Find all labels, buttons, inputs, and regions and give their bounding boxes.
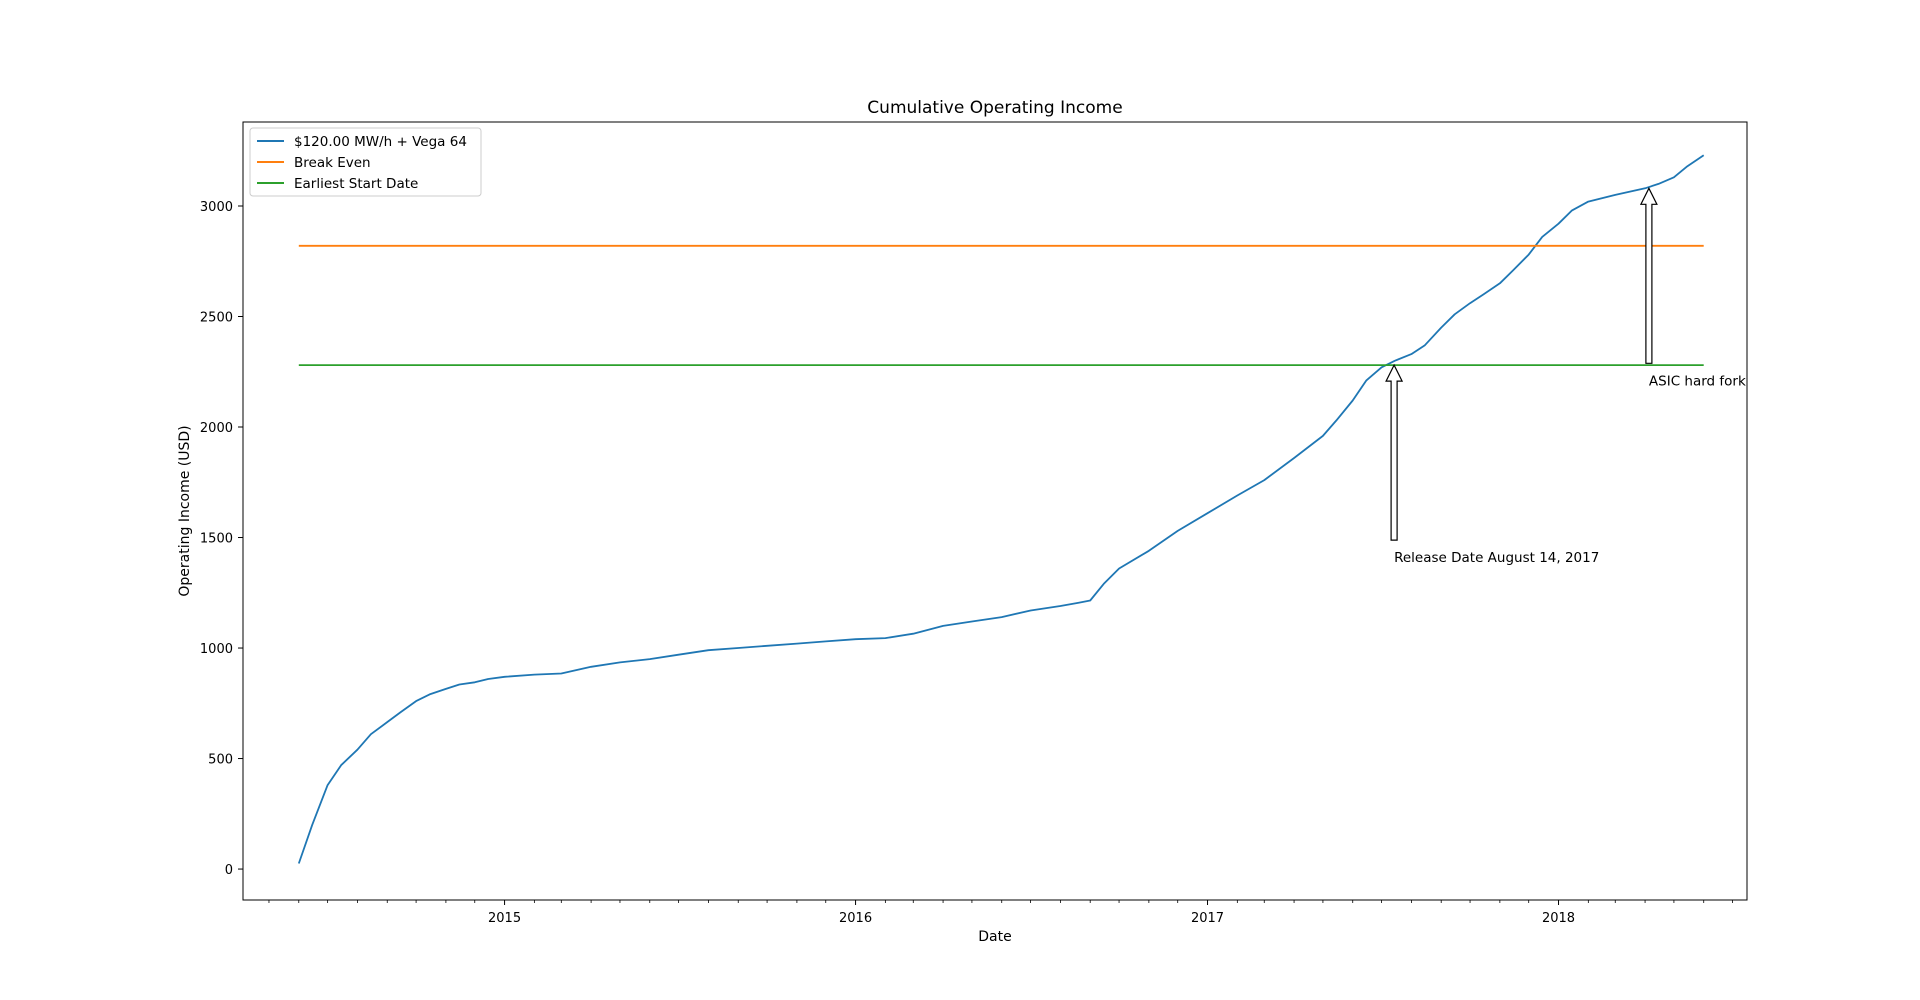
x-axis-label: Date [978, 929, 1011, 945]
legend: $120.00 MW/h + Vega 64 Break Even Earliest… [249, 127, 482, 197]
x-tick-label-2016: 2016 [839, 911, 872, 926]
annotation-layer: Release Date August 14, 2017 ASIC hard fo… [1385, 186, 1746, 566]
x-tick-label-2015: 2015 [488, 911, 521, 926]
y-tick-label-1000: 1000 [200, 642, 233, 657]
y-tick-label-2000: 2000 [200, 421, 233, 436]
annotation-arrow-0 [1385, 363, 1404, 541]
annotation-text-0: Release Date August 14, 2017 [1394, 550, 1599, 566]
series-layer [297, 154, 1705, 864]
y-tick-label-500: 500 [208, 753, 233, 768]
y-axis: 0 500 1000 1500 2000 2500 3000 [200, 200, 243, 878]
annotation-arrow-1 [1639, 186, 1658, 364]
legend-label-1: Break Even [294, 155, 371, 171]
plot-area [242, 121, 1748, 901]
y-tick-label-3000: 3000 [200, 200, 233, 215]
x-tick-label-2017: 2017 [1191, 911, 1224, 926]
y-tick-label-0: 0 [225, 863, 233, 878]
annotation-text-1: ASIC hard fork [1649, 373, 1746, 389]
series-line-0 [297, 154, 1705, 864]
y-axis-label: Operating Income (USD) [177, 425, 193, 596]
plot-frame [242, 121, 1748, 901]
legend-label-2: Earliest Start Date [294, 176, 418, 192]
chart-title: Cumulative Operating Income [867, 98, 1122, 118]
y-tick-label-1500: 1500 [200, 532, 233, 547]
legend-box [249, 127, 482, 197]
legend-label-0: $120.00 MW/h + Vega 64 [294, 134, 467, 150]
y-tick-label-2500: 2500 [200, 311, 233, 326]
x-tick-label-2018: 2018 [1542, 911, 1575, 926]
x-axis: 2015 2016 2017 2018 [268, 900, 1733, 926]
